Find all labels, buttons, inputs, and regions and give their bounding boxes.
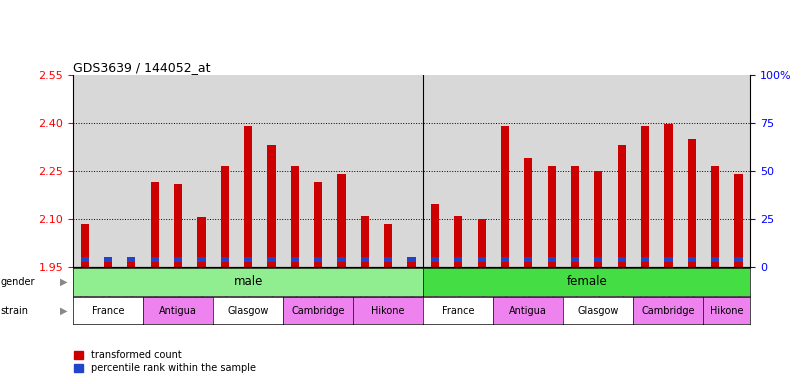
Bar (151, 182, 159, 267)
Bar (127, 260, 135, 267)
Bar (711, 257, 719, 262)
Bar (524, 158, 533, 267)
Bar (384, 257, 393, 262)
Text: Hikone: Hikone (371, 306, 405, 316)
Bar (454, 216, 462, 267)
Bar (618, 145, 626, 267)
Text: gender: gender (1, 277, 36, 287)
Bar (268, 145, 276, 267)
Legend: transformed count, percentile rank within the sample: transformed count, percentile rank withi… (70, 346, 260, 377)
Bar (244, 257, 252, 262)
Bar (80, 223, 88, 267)
Bar (688, 257, 696, 262)
Bar (314, 257, 322, 262)
Text: female: female (566, 275, 607, 288)
Bar (290, 257, 299, 262)
Bar (80, 257, 88, 262)
Bar (290, 166, 299, 267)
Bar (337, 174, 345, 267)
Bar (407, 257, 416, 262)
Bar (314, 182, 322, 267)
Text: Glasgow: Glasgow (227, 306, 268, 316)
Bar (104, 257, 112, 262)
Bar (501, 257, 509, 262)
Text: ▶: ▶ (59, 277, 67, 287)
Text: Cambridge: Cambridge (642, 306, 695, 316)
Bar (151, 257, 159, 262)
Bar (221, 257, 229, 262)
Bar (384, 223, 393, 267)
Bar (221, 166, 229, 267)
Bar (104, 259, 112, 267)
Bar (361, 257, 369, 262)
Bar (361, 216, 369, 267)
Bar (594, 171, 603, 267)
Bar (524, 257, 533, 262)
Text: France: France (92, 306, 124, 316)
Text: Glasgow: Glasgow (577, 306, 619, 316)
Bar (594, 257, 603, 262)
Bar (197, 257, 205, 262)
Bar (735, 174, 743, 267)
Text: France: France (442, 306, 474, 316)
Bar (478, 257, 486, 262)
Bar (618, 257, 626, 262)
Text: ▶: ▶ (59, 306, 67, 316)
Text: Hikone: Hikone (710, 306, 744, 316)
Bar (337, 257, 345, 262)
Text: GDS3639 / 144052_at: GDS3639 / 144052_at (73, 61, 211, 74)
Bar (174, 257, 182, 262)
Bar (735, 257, 743, 262)
Bar (127, 257, 135, 262)
Bar (664, 124, 672, 267)
Text: Antigua: Antigua (509, 306, 547, 316)
Bar (547, 257, 556, 262)
Bar (478, 219, 486, 267)
Text: Antigua: Antigua (159, 306, 197, 316)
Bar (431, 257, 439, 262)
Bar (268, 257, 276, 262)
Text: male: male (234, 275, 263, 288)
Text: Cambridge: Cambridge (291, 306, 345, 316)
Bar (641, 257, 649, 262)
Bar (711, 166, 719, 267)
Bar (407, 259, 416, 267)
Bar (174, 184, 182, 267)
Bar (664, 257, 672, 262)
Bar (244, 126, 252, 267)
Bar (501, 126, 509, 267)
Bar (454, 257, 462, 262)
Bar (571, 166, 579, 267)
Bar (641, 126, 649, 267)
Text: strain: strain (1, 306, 29, 316)
Bar (571, 257, 579, 262)
Bar (547, 166, 556, 267)
Bar (431, 204, 439, 267)
Bar (688, 139, 696, 267)
Bar (197, 217, 205, 267)
